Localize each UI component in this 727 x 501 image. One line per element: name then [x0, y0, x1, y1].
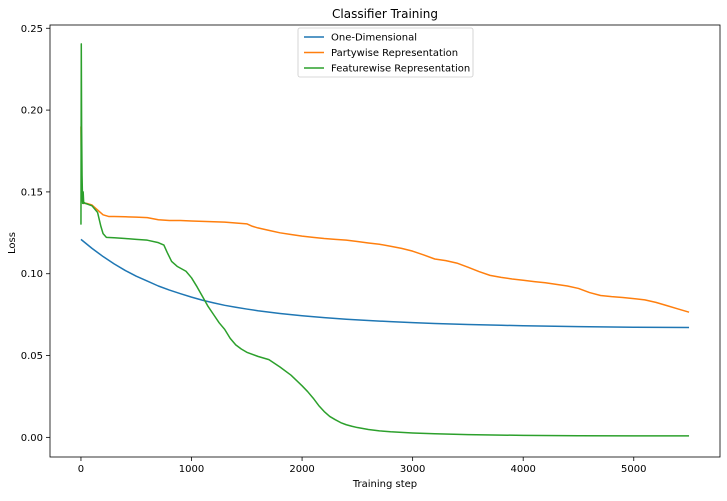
x-tick-label: 0 — [78, 464, 84, 475]
series-line-3 — [80, 43, 690, 437]
x-tick-label: 3000 — [400, 464, 425, 475]
y-tick-label: 0.15 — [21, 187, 43, 198]
y-tick-label: 0.05 — [21, 351, 43, 362]
legend: One-Dimensional Partywise Representation F… — [297, 27, 474, 78]
x-tick-label: 4000 — [510, 464, 535, 475]
x-tick-label: 5000 — [621, 464, 646, 475]
y-axis: 0.00 0.05 0.10 0.15 0.20 0.25 — [21, 24, 50, 444]
y-axis-label: Loss — [7, 232, 18, 254]
plot-area — [80, 43, 690, 437]
x-axis-label: Training step — [352, 479, 417, 490]
y-tick-label: 0.00 — [21, 433, 43, 444]
legend-label-2: Partywise Representation — [331, 48, 458, 59]
x-tick-label: 1000 — [179, 464, 204, 475]
plot-frame — [49, 24, 721, 458]
legend-box — [297, 27, 474, 78]
y-tick-label: 0.10 — [21, 269, 43, 280]
y-tick-label: 0.25 — [21, 24, 43, 35]
x-tick-label: 2000 — [289, 464, 314, 475]
legend-label-1: One-Dimensional — [331, 33, 417, 44]
legend-label-3: Featurewise Representation — [331, 64, 470, 75]
x-axis: 0 1000 2000 3000 4000 5000 — [78, 457, 646, 475]
y-tick-label: 0.20 — [21, 106, 43, 117]
series-line-2 — [80, 126, 690, 313]
series-line-1 — [80, 238, 690, 329]
chart-title: Classifier Training — [332, 7, 438, 21]
